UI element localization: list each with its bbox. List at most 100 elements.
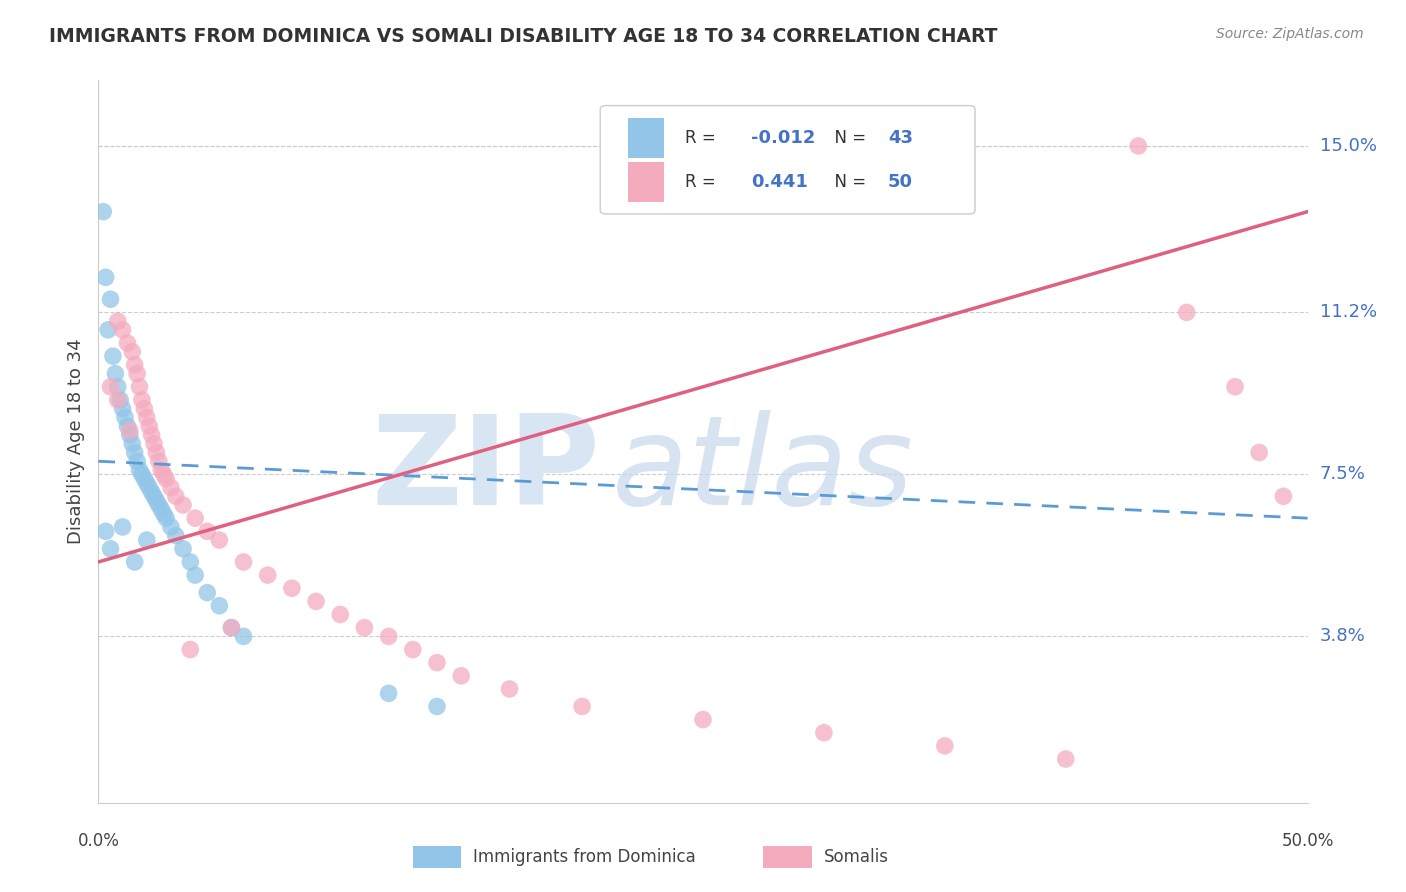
Text: N =: N = [824, 128, 872, 146]
Point [195, 585, 218, 599]
Text: IMMIGRANTS FROM DOMINICA VS SOMALI DISABILITY AGE 18 TO 34 CORRELATION CHART: IMMIGRANTS FROM DOMINICA VS SOMALI DISAB… [49, 27, 998, 45]
Point [160, 520, 183, 534]
Point [426, 656, 449, 670]
Point [353, 621, 375, 635]
Point [148, 454, 170, 468]
Point [101, 349, 124, 363]
Point [117, 419, 139, 434]
Point [172, 541, 194, 556]
Text: 0.0%: 0.0% [77, 831, 120, 850]
Bar [628, 118, 664, 158]
Point [172, 498, 194, 512]
Text: R =: R = [685, 128, 721, 146]
Point [450, 669, 472, 683]
Text: Immigrants from Dominica: Immigrants from Dominica [474, 848, 696, 866]
Point [179, 642, 201, 657]
Text: 11.2%: 11.2% [1320, 303, 1376, 321]
Point [131, 392, 153, 407]
Point [100, 292, 122, 306]
Bar [763, 847, 811, 868]
Point [145, 493, 167, 508]
Point [114, 410, 136, 425]
Text: 0.441: 0.441 [751, 173, 808, 191]
Point [94, 270, 117, 285]
Point [143, 489, 166, 503]
Point [118, 424, 141, 438]
Text: ZIP: ZIP [371, 410, 600, 531]
Point [571, 699, 593, 714]
Point [121, 436, 143, 450]
Point [138, 481, 160, 495]
Point [184, 511, 207, 525]
FancyBboxPatch shape [600, 105, 976, 214]
Bar [413, 847, 461, 868]
Text: 43: 43 [889, 128, 912, 146]
Point [135, 410, 157, 425]
Point [1223, 380, 1246, 394]
Point [138, 419, 160, 434]
Point [124, 445, 146, 459]
Point [107, 314, 129, 328]
Point [111, 323, 134, 337]
Text: N =: N = [824, 173, 872, 191]
Text: 50: 50 [889, 173, 912, 191]
Text: 15.0%: 15.0% [1320, 137, 1376, 155]
Point [692, 713, 714, 727]
Point [184, 568, 207, 582]
Point [208, 599, 231, 613]
Point [179, 555, 201, 569]
Point [1128, 139, 1150, 153]
Point [128, 380, 150, 394]
Point [134, 401, 156, 416]
Text: -0.012: -0.012 [751, 128, 815, 146]
Point [329, 607, 352, 622]
Point [426, 699, 449, 714]
Text: Source: ZipAtlas.com: Source: ZipAtlas.com [1216, 27, 1364, 41]
Point [221, 621, 243, 635]
Point [118, 428, 141, 442]
Point [117, 336, 139, 351]
Point [107, 380, 129, 394]
Point [305, 594, 328, 608]
Point [124, 555, 146, 569]
Point [97, 323, 120, 337]
Point [232, 629, 254, 643]
Point [377, 629, 399, 643]
Text: R =: R = [685, 173, 721, 191]
Point [141, 428, 163, 442]
Point [1249, 445, 1271, 459]
Point [165, 489, 187, 503]
Text: 3.8%: 3.8% [1320, 627, 1365, 646]
Point [131, 467, 153, 482]
Point [256, 568, 278, 582]
Point [155, 511, 177, 525]
Point [107, 392, 129, 407]
Point [100, 541, 122, 556]
Point [127, 367, 149, 381]
Point [152, 467, 174, 482]
Text: Somalis: Somalis [824, 848, 889, 866]
Point [143, 436, 166, 450]
Point [934, 739, 956, 753]
Point [152, 507, 174, 521]
Point [127, 454, 149, 468]
Text: 7.5%: 7.5% [1320, 466, 1365, 483]
Text: 50.0%: 50.0% [1281, 831, 1334, 850]
Point [195, 524, 218, 539]
Point [160, 481, 183, 495]
Point [141, 484, 163, 499]
Point [145, 445, 167, 459]
Point [124, 358, 146, 372]
Bar [628, 162, 664, 202]
Point [108, 392, 131, 407]
Point [148, 498, 170, 512]
Point [1175, 305, 1198, 319]
Y-axis label: Disability Age 18 to 34: Disability Age 18 to 34 [66, 339, 84, 544]
Point [1272, 489, 1295, 503]
Point [100, 380, 122, 394]
Point [135, 533, 157, 547]
Point [111, 520, 134, 534]
Point [221, 621, 243, 635]
Point [1054, 752, 1077, 766]
Point [135, 476, 157, 491]
